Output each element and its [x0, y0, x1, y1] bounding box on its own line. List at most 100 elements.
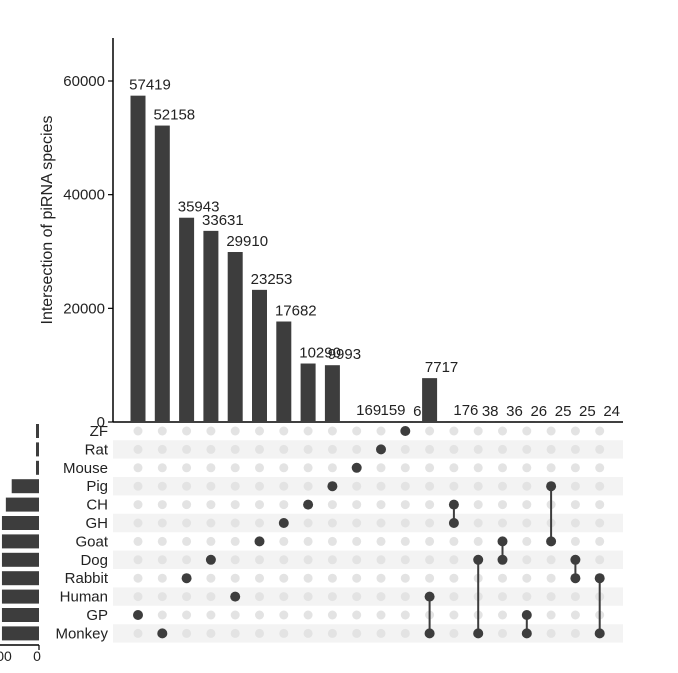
set-size-bar — [1, 589, 39, 604]
matrix-dot-active — [594, 628, 605, 639]
matrix-dot-inactive — [182, 610, 192, 620]
matrix-dot-inactive — [157, 555, 167, 565]
matrix-dot-inactive — [400, 500, 410, 510]
matrix-dot-inactive — [352, 573, 362, 583]
matrix-dot-inactive — [230, 481, 240, 491]
matrix-dot-inactive — [206, 463, 216, 473]
matrix-dot-inactive — [473, 444, 483, 454]
matrix-dot-inactive — [255, 555, 264, 565]
matrix-dot-active — [351, 462, 362, 473]
matrix-dot-inactive — [352, 481, 362, 491]
set-size-bar — [5, 497, 40, 512]
membership-matrix — [133, 426, 605, 639]
set-size-bar — [1, 608, 39, 622]
matrix-dot-inactive — [522, 426, 532, 436]
matrix-dot-inactive — [327, 500, 337, 510]
matrix-dot-inactive — [303, 463, 313, 473]
matrix-dot-active — [473, 628, 484, 639]
matrix-dot-inactive — [425, 536, 435, 546]
matrix-dot-inactive — [133, 481, 143, 491]
bar-value-label: 26 — [530, 403, 547, 420]
intersection-bar — [349, 421, 365, 422]
matrix-dot-active — [497, 536, 508, 547]
matrix-dot-inactive — [157, 500, 167, 510]
intersection-bar — [227, 252, 243, 422]
matrix-dot-inactive — [570, 592, 580, 602]
matrix-dot-inactive — [376, 426, 386, 436]
matrix-dot-inactive — [425, 573, 435, 583]
set-size-bar — [1, 534, 39, 549]
matrix-dot-inactive — [498, 518, 507, 528]
matrix-dot-inactive — [400, 573, 410, 583]
intersection-bar — [373, 421, 389, 422]
intersection-bar — [397, 421, 413, 422]
matrix-dot-inactive — [352, 444, 362, 454]
set-name-label: GH — [86, 515, 109, 532]
matrix-dot-inactive — [352, 610, 362, 620]
matrix-dot-inactive — [352, 426, 362, 436]
set-size-bar — [1, 516, 39, 530]
matrix-dot-inactive — [230, 444, 240, 454]
bar-value-label: 17682 — [275, 303, 317, 320]
matrix-dot-inactive — [522, 536, 532, 546]
matrix-dot-inactive — [376, 628, 386, 638]
matrix-dot-inactive — [133, 573, 143, 583]
matrix-dot-inactive — [133, 444, 143, 454]
matrix-dot-inactive — [182, 555, 192, 565]
matrix-dot-inactive — [595, 481, 605, 491]
matrix-dot-inactive — [279, 426, 289, 436]
matrix-stripe — [113, 477, 623, 496]
matrix-dot-inactive — [279, 500, 289, 510]
matrix-stripe — [113, 624, 623, 643]
matrix-dot-inactive — [206, 573, 216, 583]
matrix-dot-active — [400, 426, 411, 436]
matrix-dot-inactive — [182, 536, 192, 546]
matrix-dot-active — [254, 536, 265, 547]
intersection-bar — [154, 125, 170, 423]
matrix-dot-inactive — [498, 592, 507, 602]
matrix-dot-inactive — [182, 463, 192, 473]
intersection-bar — [130, 95, 146, 422]
matrix-dot-active — [230, 591, 241, 602]
matrix-dot-active — [133, 610, 143, 620]
matrix-dot-inactive — [400, 463, 410, 473]
matrix-dot-inactive — [498, 481, 507, 491]
matrix-dot-inactive — [570, 481, 580, 491]
matrix-dot-inactive — [279, 481, 289, 491]
matrix-dot-active — [157, 628, 168, 639]
set-name-label: Pig — [86, 478, 108, 495]
matrix-dot-inactive — [303, 592, 313, 602]
matrix-dot-inactive — [570, 426, 580, 436]
bar-value-label: 52158 — [153, 107, 195, 124]
matrix-dot-active — [546, 481, 557, 492]
matrix-dot-inactive — [279, 555, 289, 565]
matrix-dot-inactive — [595, 555, 605, 565]
matrix-dot-inactive — [522, 463, 532, 473]
matrix-dot-inactive — [546, 555, 556, 565]
matrix-dot-inactive — [230, 500, 240, 510]
matrix-dot-inactive — [449, 555, 459, 565]
matrix-dot-inactive — [303, 610, 313, 620]
matrix-dot-inactive — [498, 573, 507, 583]
matrix-dot-inactive — [400, 555, 410, 565]
matrix-dot-inactive — [133, 500, 143, 510]
matrix-dot-inactive — [327, 628, 337, 638]
matrix-dot-inactive — [449, 573, 459, 583]
matrix-dot-inactive — [255, 628, 264, 638]
matrix-dot-inactive — [546, 610, 556, 620]
intersection-bar — [422, 378, 438, 422]
bar-value-label: 159 — [380, 402, 405, 419]
matrix-dot-inactive — [400, 592, 410, 602]
matrix-dot-inactive — [498, 426, 507, 436]
set-size-bar — [1, 571, 39, 586]
matrix-dot-inactive — [473, 463, 483, 473]
set-name-label: GP — [86, 607, 108, 624]
matrix-dot-inactive — [400, 628, 410, 638]
intersection-bar — [446, 420, 462, 422]
matrix-dot-inactive — [303, 518, 313, 528]
matrix-dot-active — [546, 536, 557, 547]
intersection-bar — [567, 421, 583, 422]
matrix-dot-inactive — [425, 555, 435, 565]
matrix-stripes — [113, 440, 623, 643]
